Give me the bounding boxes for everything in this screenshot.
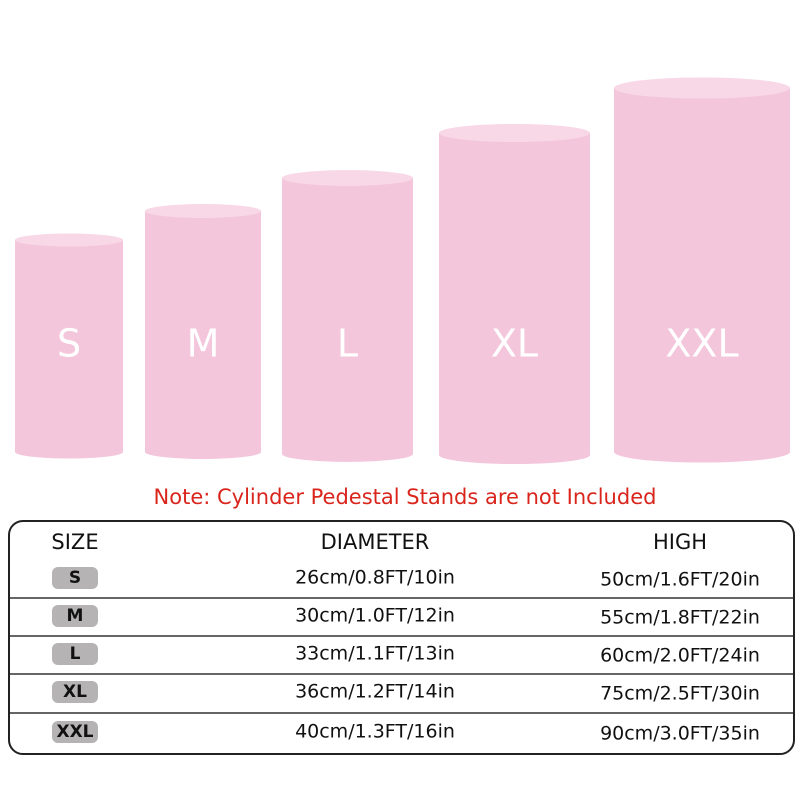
table-header: HIGH [653, 530, 707, 554]
high-cell: 55cm/1.8FT/22in [600, 607, 760, 629]
cylinder-label: S [57, 322, 81, 366]
diameter-cell: 33cm/1.1FT/13in [295, 643, 455, 665]
high-cell: 90cm/3.0FT/35in [600, 723, 760, 745]
diameter-cell: 26cm/0.8FT/10in [295, 567, 455, 589]
high-cell: 60cm/2.0FT/24in [600, 645, 760, 667]
high-cell: 50cm/1.6FT/20in [600, 569, 760, 591]
note: Note: Cylinder Pedestal Stands are not I… [154, 485, 657, 509]
table-header: DIAMETER [321, 530, 430, 554]
cylinder-label: XXL [665, 322, 738, 366]
size-badge [52, 643, 98, 665]
size-badge [52, 721, 98, 743]
size-cell: L [70, 644, 81, 664]
cylinder-body [614, 88, 790, 463]
size-cell: XL [63, 682, 87, 702]
high-cell: 75cm/2.5FT/30in [600, 683, 760, 705]
size-badge [52, 605, 98, 627]
size-badge [52, 567, 98, 589]
cylinder-label: M [187, 322, 220, 366]
size-cell: XXL [56, 722, 93, 742]
diameter-cell: 40cm/1.3FT/16in [295, 721, 455, 743]
cylinder-label: L [337, 322, 358, 366]
cylinder-body [145, 211, 261, 459]
cylinder-top [15, 233, 123, 247]
cylinder-body [439, 133, 590, 465]
cylinder-top [282, 170, 413, 186]
table-frame [8, 520, 795, 755]
size-cell: M [67, 606, 84, 626]
cylinder-label: XL [491, 322, 538, 366]
cylinder-top [145, 204, 261, 218]
cylinder-body [15, 240, 123, 459]
cylinder-top [439, 123, 590, 143]
size-cell: S [69, 568, 81, 588]
table-header: SIZE [51, 530, 98, 554]
diameter-cell: 30cm/1.0FT/12in [295, 605, 455, 627]
cylinder-body [282, 178, 413, 462]
diameter-cell: 36cm/1.2FT/14in [295, 681, 455, 703]
cylinder-top [614, 77, 790, 99]
size-badge [52, 681, 98, 703]
